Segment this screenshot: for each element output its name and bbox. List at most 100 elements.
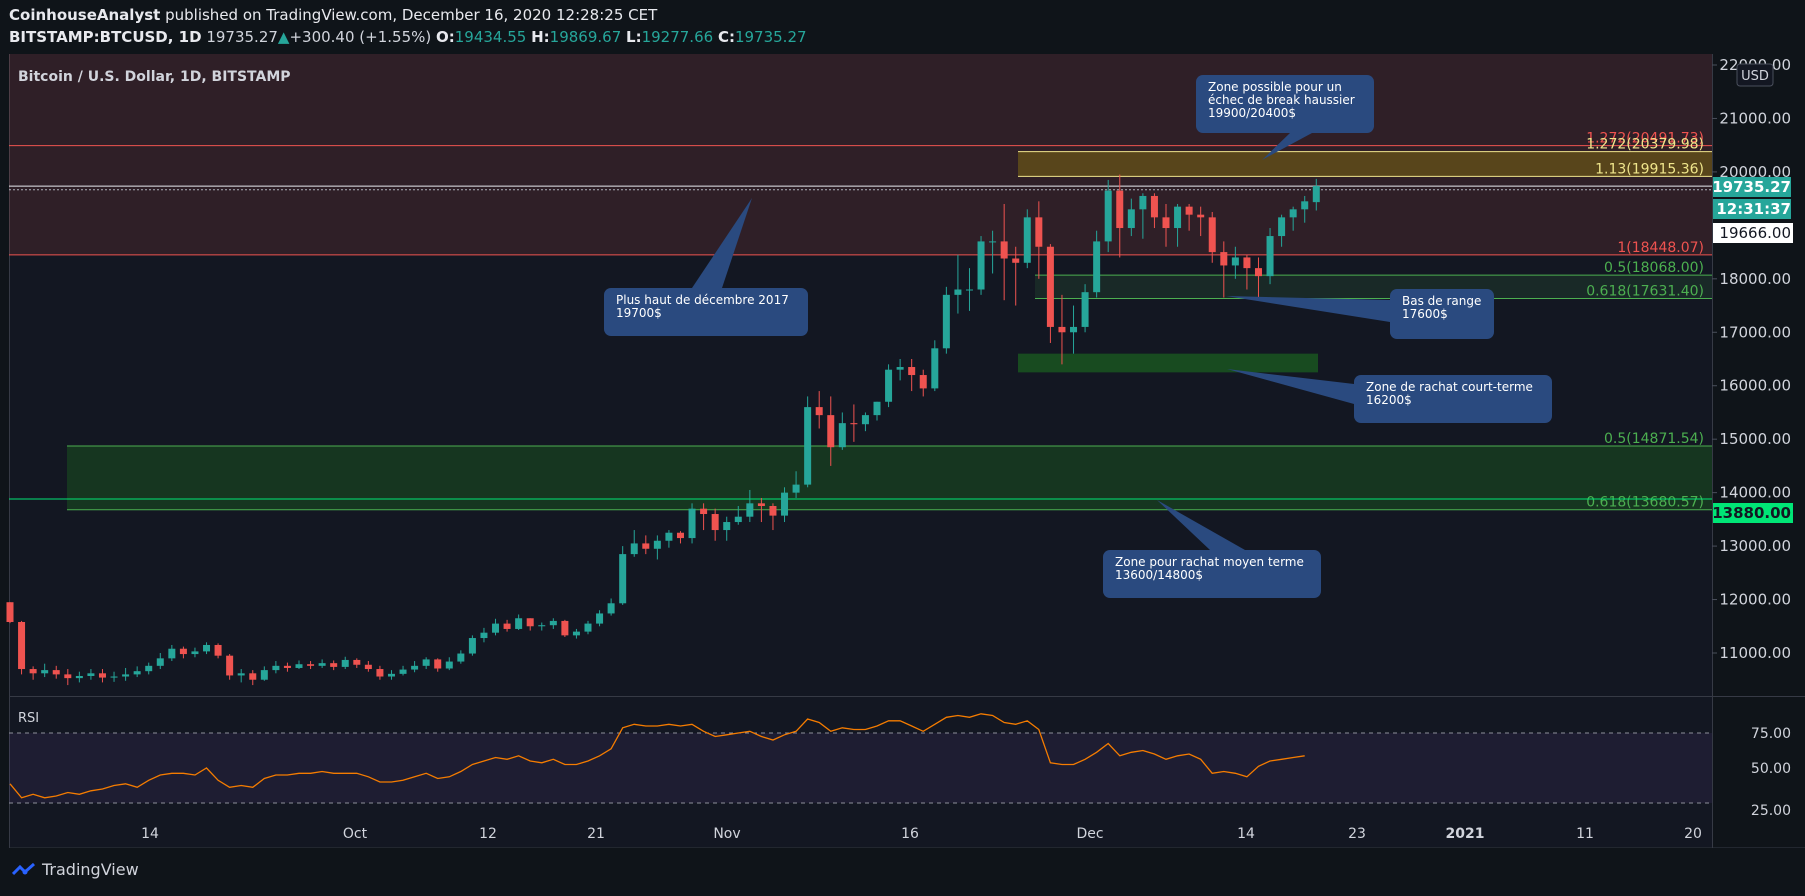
callout-box[interactable] xyxy=(1196,75,1374,133)
candle-body xyxy=(1266,236,1274,277)
candle-body xyxy=(1312,186,1320,203)
up-arrow-icon: ▲ xyxy=(277,28,290,46)
candle-body xyxy=(1012,258,1020,263)
fib-level-label: 1(18448.07) xyxy=(1617,240,1704,256)
time-tick-label: 21 xyxy=(587,826,605,842)
candle-body xyxy=(122,674,130,677)
candle-body xyxy=(1150,195,1158,218)
support-level-badge: 13880.00 xyxy=(1712,504,1791,522)
rsi-band-fill xyxy=(9,733,1712,803)
candle-body xyxy=(1278,217,1286,237)
candle-body xyxy=(931,348,939,389)
currency-box[interactable] xyxy=(1736,63,1774,87)
callout-text: 16200$ xyxy=(1366,393,1412,407)
candle-body xyxy=(480,632,488,639)
candle-body xyxy=(272,665,280,671)
open-value: 19434.55 xyxy=(454,28,527,46)
rsi-tick-label: 75.00 xyxy=(1751,726,1791,742)
currency-label: USD xyxy=(1741,69,1769,84)
candle-body xyxy=(896,367,904,370)
candle-body xyxy=(6,602,14,622)
candle-body xyxy=(792,484,800,493)
candle-body xyxy=(1243,257,1251,269)
candle-body xyxy=(977,241,985,290)
candle-body xyxy=(538,625,546,627)
candle-body xyxy=(434,659,442,669)
candle-body xyxy=(52,670,60,675)
candle-body xyxy=(87,673,95,676)
price-tick-label: 17000.00 xyxy=(1719,323,1791,341)
candle-body xyxy=(607,603,615,614)
candle-body xyxy=(861,415,869,425)
callout-box[interactable] xyxy=(1103,550,1321,598)
tradingview-brand[interactable]: TradingView xyxy=(12,860,139,879)
short-term-buy-zone xyxy=(1018,353,1318,373)
candle-body xyxy=(1127,209,1135,229)
rsi-tick-label: 25.00 xyxy=(1751,803,1791,819)
candle-body xyxy=(133,671,141,675)
candle-body xyxy=(492,623,500,633)
candle-body xyxy=(619,554,627,604)
candle-body xyxy=(168,648,176,659)
author-name[interactable]: CoinhouseAnalyst xyxy=(9,6,161,24)
breakout-failure-zone xyxy=(1018,151,1712,177)
callout-text: Plus haut de décembre 2017 xyxy=(616,293,789,307)
candle-body xyxy=(445,661,453,669)
candle-body xyxy=(411,665,419,670)
crosshair-badge-background xyxy=(1713,223,1793,243)
low-value: 19277.66 xyxy=(641,28,714,46)
time-tick-label: Oct xyxy=(343,826,368,842)
candle-body xyxy=(954,289,962,295)
countdown-badge: 12:31:37 xyxy=(1716,200,1791,218)
fib-level-label: 0.618(17631.40) xyxy=(1586,284,1704,300)
fib-level-label: 0.618(13680.57) xyxy=(1586,495,1704,511)
callout-pointer xyxy=(1157,500,1245,550)
chart-canvas[interactable]: 1.272(20491.73)1.272(20379.98) 1.13(19915… xyxy=(0,0,1805,848)
callout-box[interactable] xyxy=(1354,375,1552,423)
callout-text: 19700$ xyxy=(616,306,662,320)
symbol-label: BITSTAMP:BTCUSD, 1D xyxy=(9,28,202,46)
candle-body xyxy=(526,618,534,627)
candle-body xyxy=(688,508,696,539)
candle-body xyxy=(226,655,234,676)
callout-box[interactable] xyxy=(1390,289,1494,339)
candle-body xyxy=(515,618,523,629)
time-tick-label: 14 xyxy=(141,826,159,842)
price-tick-label: 13000.00 xyxy=(1719,537,1791,555)
candle-body xyxy=(734,516,742,523)
published-text: published on TradingView.com, December 1… xyxy=(165,6,658,24)
candle-body xyxy=(1104,190,1112,242)
fib-level-label: 1.272(20379.98) xyxy=(1586,137,1704,153)
rsi-tick-label: 50.00 xyxy=(1751,761,1791,777)
resistance-zone xyxy=(9,54,1712,255)
candle-body xyxy=(179,648,187,655)
callout-text: Zone pour rachat moyen terme xyxy=(1115,555,1304,569)
candle-body xyxy=(1046,246,1054,327)
last-price-badge: 19735.27 xyxy=(1712,178,1791,196)
candle-body xyxy=(873,401,881,416)
candle-body xyxy=(572,631,580,636)
candle-body xyxy=(757,503,765,506)
candle-body xyxy=(1070,326,1078,333)
callout-pointer xyxy=(1227,369,1354,404)
candle-body xyxy=(965,289,973,291)
candle-body xyxy=(815,407,823,416)
candle-body xyxy=(29,669,37,674)
callout-text: échec de break haussier xyxy=(1208,93,1355,107)
candle-body xyxy=(75,675,83,679)
candle-body xyxy=(919,375,927,389)
mid-term-buy-zone xyxy=(67,446,1712,510)
candle-body xyxy=(399,669,407,674)
candle-body xyxy=(746,503,754,517)
candle-body xyxy=(1058,326,1066,333)
candle-body xyxy=(1035,217,1043,247)
last-price-badge-background xyxy=(1713,177,1791,197)
candle-body xyxy=(630,543,638,555)
callout-text: Zone possible pour un xyxy=(1208,80,1342,94)
candle-body xyxy=(353,659,361,665)
callout-box[interactable] xyxy=(604,288,808,336)
footer-bar: TradingView xyxy=(0,848,1805,896)
callout-text: Zone de rachat court-terme xyxy=(1366,380,1533,394)
candle-body xyxy=(145,665,153,672)
candle-body xyxy=(387,673,395,677)
